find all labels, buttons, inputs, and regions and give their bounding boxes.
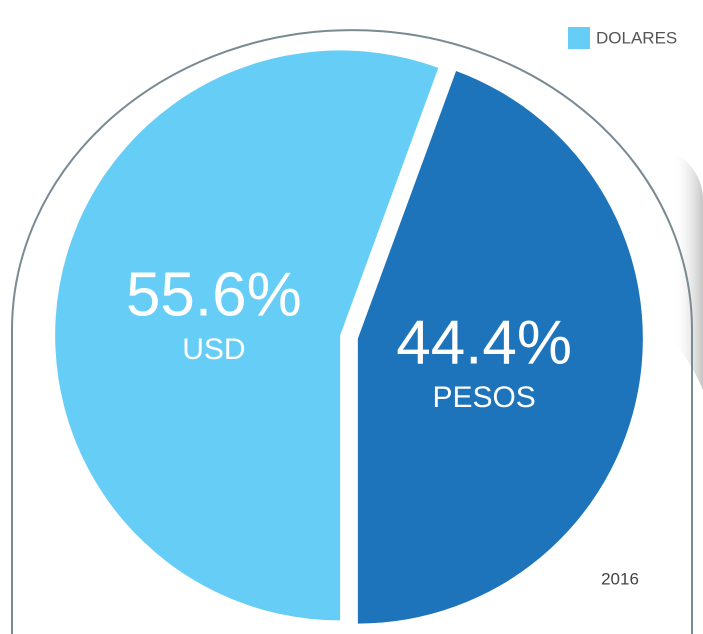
frame [11,29,693,634]
pie-slice [55,50,439,621]
value-label: 44.4% [396,308,572,377]
annotation: 2016 [601,569,639,588]
slice-label: PESOS [432,381,535,414]
slice-label: USD [182,333,245,366]
value-label: 55.6% [126,260,302,329]
legend-swatch [568,27,590,49]
pie: 55.6% USD 44.4% PESOS [55,50,643,624]
legend-label: DOLARES [596,28,677,47]
shadow [672,150,703,390]
pie-slice [357,71,643,624]
